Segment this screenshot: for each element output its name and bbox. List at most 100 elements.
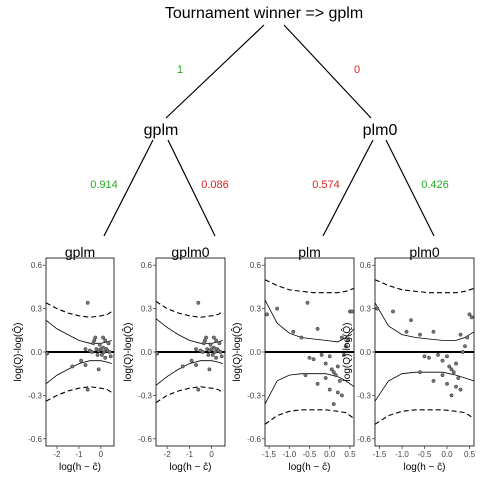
y-tick-label: 0.6 <box>250 261 262 270</box>
x-tick-label: 0.0 <box>441 450 453 459</box>
residual-point <box>327 387 332 392</box>
residual-point <box>99 352 104 357</box>
residual-point <box>291 329 296 334</box>
residual-point <box>465 335 470 340</box>
residual-point <box>440 358 445 363</box>
residual-point <box>331 402 336 407</box>
residual-point <box>460 350 465 354</box>
residual-point <box>90 350 95 354</box>
x-tick-label: -1.0 <box>395 450 409 459</box>
residual-point <box>85 300 90 305</box>
residual-point <box>101 345 105 350</box>
residual-point <box>329 367 334 372</box>
residual-point <box>189 358 194 363</box>
residual-point <box>83 347 88 352</box>
residual-point <box>447 364 452 369</box>
residual-point <box>206 352 211 357</box>
residual-point <box>469 315 474 320</box>
residual-point <box>445 354 449 359</box>
residual-point <box>458 332 463 337</box>
residual-point <box>375 306 380 311</box>
residual-point <box>339 335 344 340</box>
residual-point <box>449 367 454 372</box>
residual-point <box>196 300 201 305</box>
node-gplm: gplm <box>144 122 179 139</box>
y-tick-label: -0.3 <box>28 391 42 400</box>
residual-point <box>345 338 350 343</box>
residual-point <box>315 381 320 386</box>
residual-point <box>207 367 212 372</box>
prob-root-left: 1 <box>177 64 183 76</box>
y-tick-label: 0.0 <box>31 348 43 357</box>
residual-point <box>45 351 50 356</box>
y-tick-label: 0.6 <box>31 261 43 270</box>
x-tick-label: -1.0 <box>282 450 296 459</box>
residual-point <box>96 367 101 372</box>
residual-point <box>337 378 342 383</box>
y-tick-label: -0.6 <box>28 435 42 444</box>
edge-root-left <box>165 24 265 119</box>
predictive-interval-line <box>155 386 224 404</box>
credible-interval-line <box>45 319 112 344</box>
residual-point <box>431 329 436 334</box>
residual-point <box>155 351 160 356</box>
y-tick-label: 0.3 <box>250 305 262 314</box>
edge-root-right <box>283 24 372 119</box>
x-axis-label: log(h − ĉ) <box>59 462 101 473</box>
residual-point <box>305 300 310 305</box>
residual-point <box>219 354 224 359</box>
residual-point <box>343 344 348 349</box>
y-tick-label: 0.6 <box>141 261 153 270</box>
residual-point <box>409 318 413 323</box>
residual-point <box>200 350 205 354</box>
x-axis-label: log(h − ĉ) <box>404 462 446 473</box>
x-axis-label: log(h − ĉ) <box>170 462 212 473</box>
residual-point <box>213 350 217 354</box>
residual-point <box>440 373 445 378</box>
x-tick-label: -1.5 <box>262 450 276 459</box>
residual-point <box>350 309 354 314</box>
x-tick-label: -1.5 <box>373 450 387 459</box>
residual-point <box>327 354 332 359</box>
y-tick-label: -0.3 <box>138 391 152 400</box>
x-tick-label: -2 <box>164 450 172 459</box>
x-tick-label: -1 <box>75 450 83 459</box>
y-tick-label: -0.6 <box>138 435 152 444</box>
residual-point <box>208 342 213 347</box>
y-axis-label: log(Q)-log(Q̂) <box>10 323 24 382</box>
residual-point <box>341 352 346 357</box>
predictive-interval-line <box>374 409 475 425</box>
residual-point <box>303 373 308 378</box>
residual-point <box>335 390 340 395</box>
edge-plm0-plm <box>322 139 374 237</box>
y-tick-label: 0.3 <box>141 305 153 314</box>
x-tick-label: 0.5 <box>344 450 356 459</box>
residual-point <box>214 355 219 360</box>
residual-point <box>391 309 395 314</box>
edge-plm0-plm0 <box>385 139 435 237</box>
residual-point <box>311 357 316 362</box>
residual-point <box>404 329 409 334</box>
residual-point <box>107 350 112 354</box>
credible-interval-line <box>264 299 355 343</box>
x-tick-label: 0.5 <box>464 450 476 459</box>
diagram-title: Tournament winner => gplm <box>165 5 363 22</box>
y-tick-label: 0.6 <box>360 261 372 270</box>
x-axis-label: log(h − ĉ) <box>289 462 331 473</box>
residual-point <box>102 350 107 354</box>
residual-point <box>458 387 463 392</box>
residual-point <box>323 376 328 380</box>
residual-point <box>323 361 328 366</box>
residual-point <box>70 364 75 369</box>
x-tick-label: -1 <box>186 450 194 459</box>
residual-point <box>335 364 340 369</box>
residual-point <box>194 363 199 367</box>
residual-point <box>180 364 185 369</box>
residual-point <box>275 306 280 311</box>
residual-point <box>307 355 312 360</box>
residual-point <box>95 352 100 357</box>
residual-point <box>436 352 440 357</box>
predictive-interval-line <box>374 279 475 294</box>
x-tick-label: -0.5 <box>303 450 317 459</box>
y-tick-label: 0.0 <box>141 348 153 357</box>
